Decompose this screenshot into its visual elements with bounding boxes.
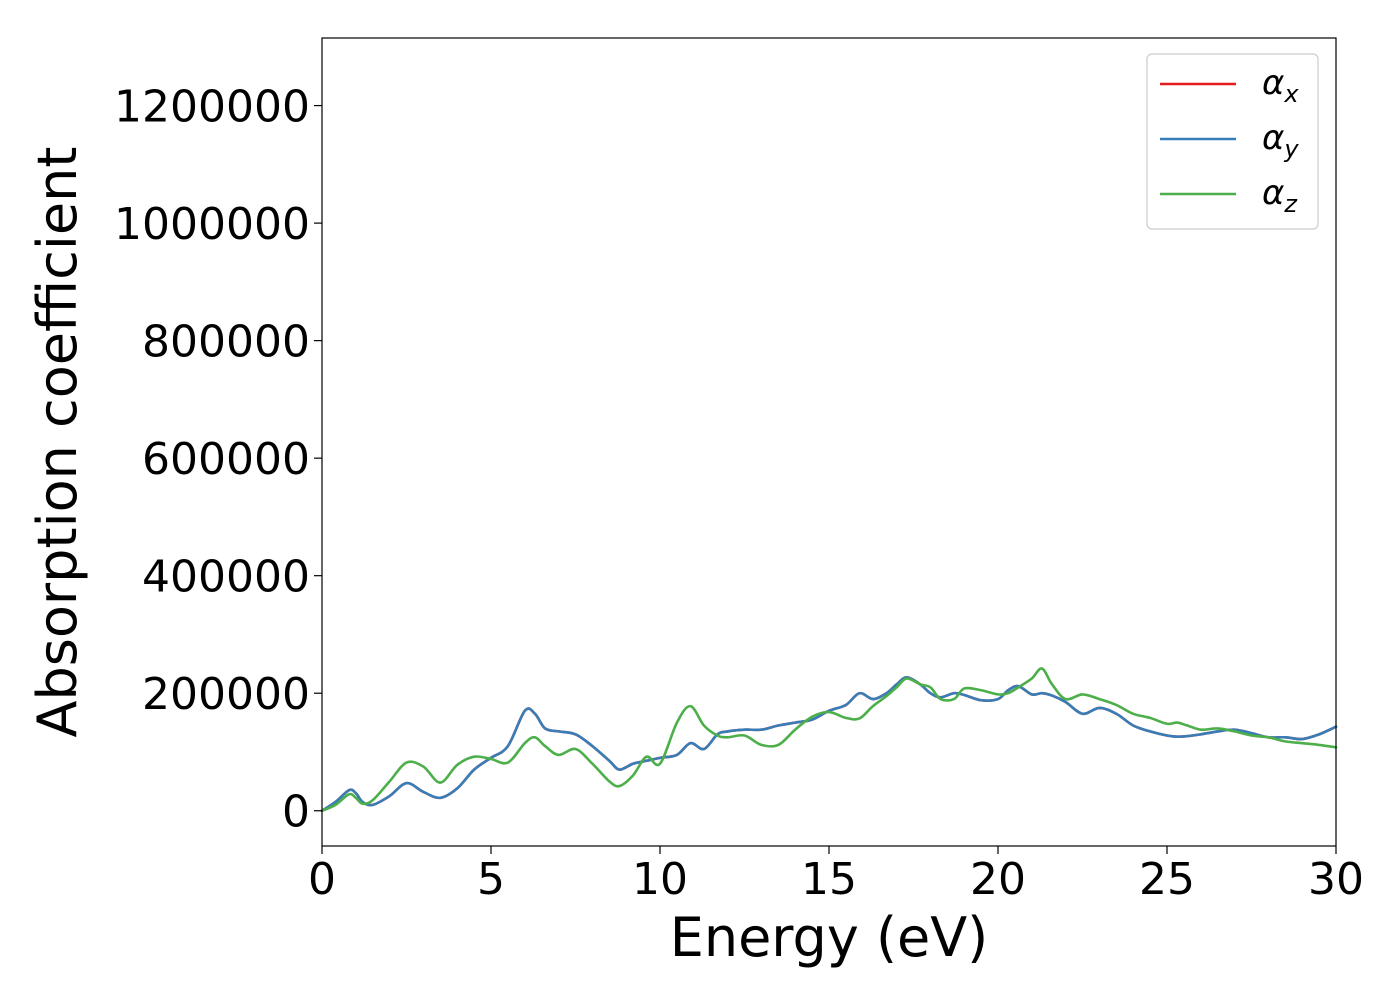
x-axis-label: Energy (eV) [670,906,989,969]
legend-label-y: αy [1262,118,1299,163]
x-tick-label: 15 [801,854,857,905]
x-tick-label: 10 [632,854,688,905]
x-tick-label: 25 [1139,854,1195,905]
y-tick-label: 1000000 [114,199,310,250]
y-tick-label: 600000 [142,434,310,485]
x-tick-label: 30 [1308,854,1364,905]
y-tick-label: 400000 [142,552,310,603]
legend: αx αy αz [1146,53,1319,230]
y-axis: 0 200000 400000 600000 800000 1000000 1200000 [114,82,322,838]
x-axis: 0 5 10 15 20 25 30 [308,846,1364,905]
series-layer [320,667,1338,813]
x-tick-label: 5 [477,854,505,905]
series-line-z [320,667,1338,813]
x-tick-label: 0 [308,854,336,905]
legend-box [1146,53,1319,230]
y-tick-label: 0 [282,787,310,838]
y-axis-label: Absorption coefficient [26,147,89,738]
y-tick-label: 1200000 [114,82,310,133]
y-tick-label: 200000 [142,669,310,720]
y-tick-label: 800000 [142,317,310,368]
legend-label-x: αx [1262,63,1299,108]
x-tick-label: 20 [970,854,1026,905]
legend-label-z: αz [1262,173,1298,218]
